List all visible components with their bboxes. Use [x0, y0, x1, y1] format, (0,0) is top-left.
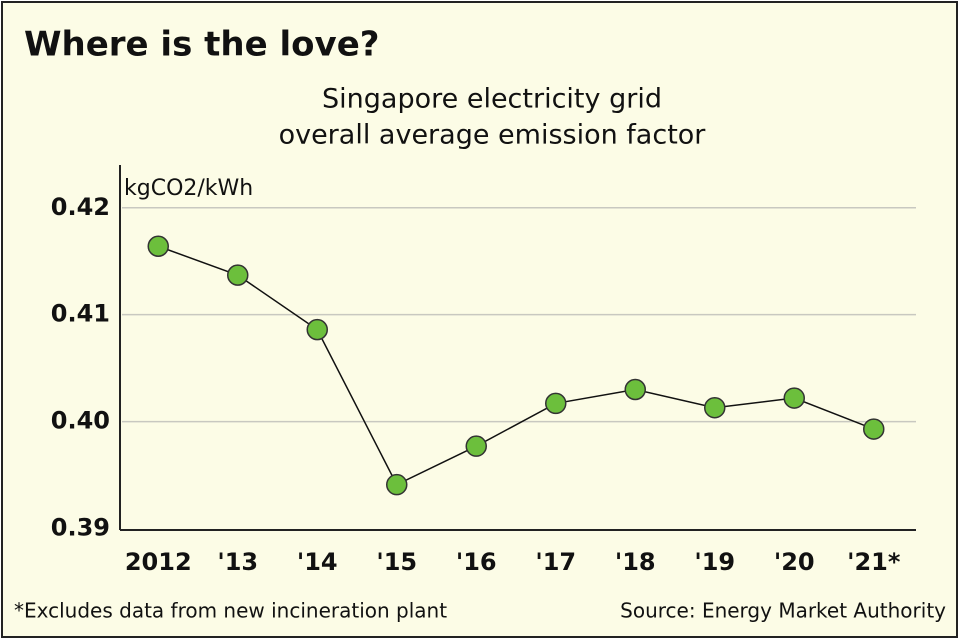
- x-tick-label: '20: [774, 548, 815, 576]
- x-tick-label: '16: [456, 548, 497, 576]
- chart-subtitle: overall average emission factor: [279, 120, 707, 151]
- data-point: [783, 387, 805, 409]
- data-point: [704, 396, 726, 419]
- footnote: *Excludes data from new incineration pla…: [14, 599, 447, 623]
- data-point: [306, 318, 328, 341]
- data-point: [227, 264, 249, 286]
- y-tick-label: 0.41: [51, 300, 110, 328]
- x-tick-label: 2012: [125, 548, 192, 576]
- chart-subtitle: Singapore electricity grid: [322, 84, 662, 115]
- chart-title: Where is the love?: [24, 25, 379, 65]
- data-point: [624, 378, 646, 401]
- y-tick-label: 0.39: [51, 514, 110, 542]
- data-point: [386, 473, 408, 496]
- source: Source: Energy Market Authority: [620, 599, 946, 623]
- x-tick-label: '15: [376, 548, 417, 576]
- data-point: [147, 235, 169, 258]
- data-point: [863, 418, 885, 440]
- y-tick-label: 0.40: [51, 407, 110, 435]
- data-line: [157, 245, 875, 486]
- data-point: [465, 435, 487, 457]
- y-tick-label: 0.42: [51, 193, 110, 221]
- x-tick-label: '17: [535, 548, 576, 576]
- x-tick-label: '21*: [847, 548, 901, 576]
- x-tick-label: '14: [297, 548, 338, 576]
- x-tick-label: '13: [217, 548, 258, 576]
- y-axis-label: kgCO2/kWh: [124, 176, 253, 201]
- x-tick-label: '18: [615, 548, 656, 576]
- data-point: [545, 392, 567, 415]
- x-tick-label: '19: [694, 548, 735, 576]
